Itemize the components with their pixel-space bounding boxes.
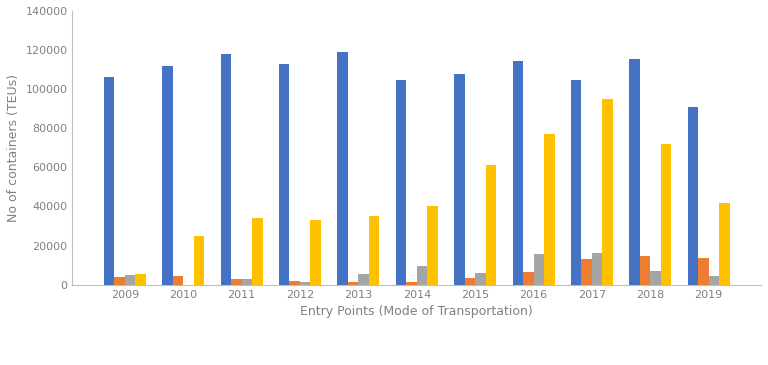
Bar (359, 274, 369, 285)
Bar (581, 259, 592, 285)
Y-axis label: No of containers (TEUs): No of containers (TEUs) (7, 74, 20, 222)
Bar (534, 254, 544, 285)
Bar (650, 271, 660, 285)
Bar (252, 218, 263, 285)
Bar (592, 253, 602, 285)
Bar (660, 144, 671, 285)
Bar (396, 80, 406, 285)
Bar (290, 281, 300, 285)
Bar (125, 275, 135, 285)
Bar (475, 273, 485, 285)
Bar (417, 266, 427, 285)
Bar (454, 74, 465, 285)
Bar (114, 277, 125, 285)
Bar (162, 66, 173, 285)
Bar (300, 282, 310, 285)
Bar (512, 61, 523, 285)
Bar (231, 279, 242, 285)
Bar (602, 99, 613, 285)
Bar (279, 64, 290, 285)
Bar (242, 279, 252, 285)
Bar (698, 258, 709, 285)
Bar (369, 216, 379, 285)
Bar (406, 282, 417, 285)
Bar (629, 59, 640, 285)
Bar (571, 80, 581, 285)
Bar (220, 54, 231, 285)
Bar (104, 77, 114, 285)
Bar (173, 276, 184, 285)
Bar (194, 236, 204, 285)
Bar (427, 207, 438, 285)
Bar (687, 107, 698, 285)
Bar (135, 274, 146, 285)
Bar (485, 165, 496, 285)
Bar (720, 203, 730, 285)
Bar (310, 220, 321, 285)
X-axis label: Entry Points (Mode of Transportation): Entry Points (Mode of Transportation) (300, 305, 533, 318)
Bar (640, 256, 650, 285)
Bar (544, 134, 554, 285)
Bar (523, 272, 534, 285)
Bar (709, 276, 720, 285)
Bar (465, 278, 475, 285)
Bar (337, 52, 348, 285)
Bar (348, 282, 359, 285)
